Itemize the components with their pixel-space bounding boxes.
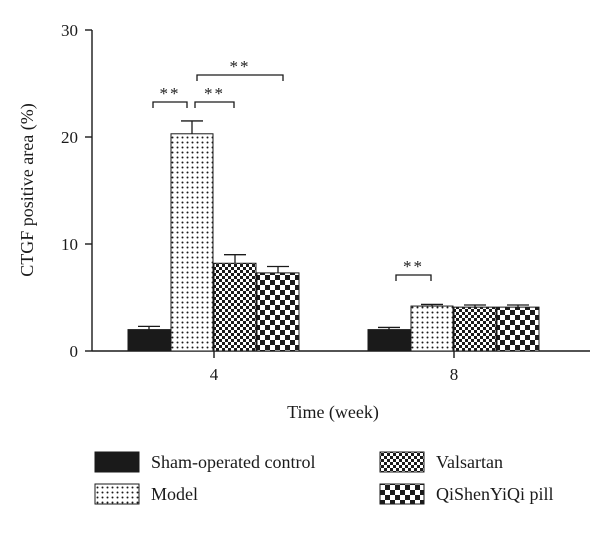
plot-area: 0 10 20 30 4 8 ** ** ** ** [61,21,590,384]
bracket-line [152,101,188,108]
legend-item: Model [94,483,198,505]
significance-label: ** [230,57,251,76]
significance-label: ** [204,84,225,103]
bar-dots [170,133,214,352]
bracket-line [395,274,432,281]
legend-swatch [379,483,425,505]
bar-fine-checker [213,262,257,352]
bar-coarse-checker [496,306,540,352]
significance-bracket: ** [152,84,188,108]
bracket-line [194,101,235,108]
y-tick-label: 0 [70,342,79,361]
legend-swatch [379,451,425,473]
significance-bracket: ** [395,257,432,281]
y-axis-label: CTGF positive area (%) [17,103,38,276]
legend-label: QiShenYiQi pill [436,484,554,504]
significance-label: ** [160,84,181,103]
bar-coarse-checker [256,272,300,352]
x-tick-label: 8 [450,365,459,384]
legend-swatch [94,483,140,505]
significance-bracket: ** [194,84,235,108]
x-axis-label: Time (week) [287,402,379,423]
legend: Sham-operated control Model Valsartan QiShe… [94,451,554,505]
y-tick-label: 20 [61,128,78,147]
legend-item: QiShenYiQi pill [379,483,554,505]
bar-fine-checker [453,306,497,352]
legend-label: Valsartan [436,452,503,472]
legend-swatch [94,451,140,473]
legend-label: Model [151,484,198,504]
significance-bracket: ** [196,57,284,81]
legend-item: Valsartan [379,451,503,473]
x-tick-label: 4 [210,365,219,384]
legend-item: Sham-operated control [94,451,315,473]
bracket-line [196,74,284,81]
bar-dots [410,305,454,352]
legend-label: Sham-operated control [151,452,315,472]
significance-label: ** [403,257,424,276]
y-tick-label: 30 [61,21,78,40]
bar-solid [127,329,171,352]
bar-solid [367,329,411,352]
y-tick-label: 10 [61,235,78,254]
